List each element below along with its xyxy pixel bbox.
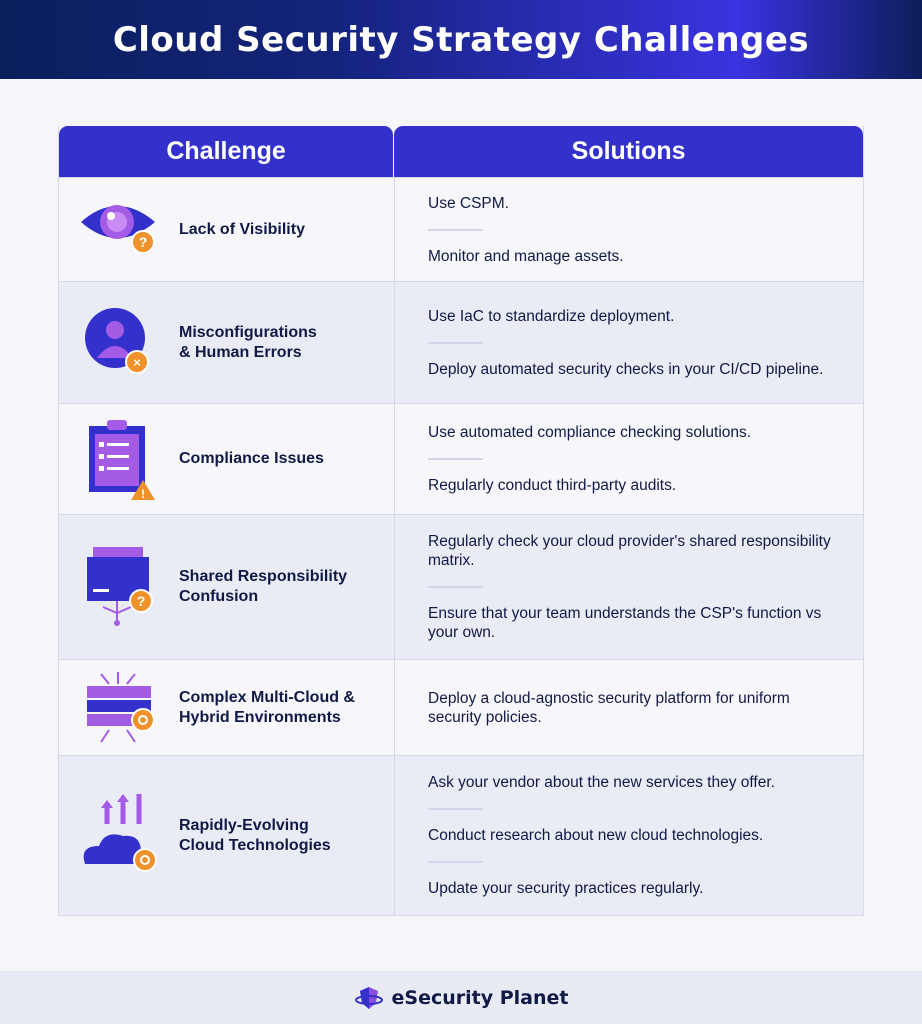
table-row: ! Compliance Issues Use automated complian… [59, 403, 863, 514]
divider [428, 341, 483, 344]
challenge-text: Complex Multi-Cloud & Hybrid Environment… [179, 688, 355, 726]
solution-text: Ask your vendor about the new services t… [428, 774, 775, 791]
solution-text: Deploy automated security checks in your… [428, 360, 824, 378]
table-row: Complex Multi-Cloud & Hybrid Environment… [59, 659, 863, 755]
svg-text:×: × [133, 355, 141, 370]
table-row: ? Shared Responsibility Confusion Regularl… [59, 514, 863, 659]
solution-text: Regularly check your cloud provider's sh… [428, 533, 831, 569]
solution-text: Conduct research about new cloud technol… [428, 827, 764, 844]
divider [428, 861, 483, 863]
header-solutions: Solutions [394, 126, 863, 177]
header-challenge: Challenge [59, 126, 394, 177]
divider [428, 458, 483, 460]
solution-text: Use automated compliance checking soluti… [428, 424, 752, 441]
footer-brand: eSecurity Planet [391, 986, 569, 1009]
challenge-text: Compliance Issues [179, 450, 324, 467]
eye-question-icon: ? [59, 198, 179, 262]
cloud-growth-icon [59, 793, 179, 878]
challenges-table: Challenge Solutions ? Lack of Visibility U… [58, 126, 864, 916]
folder-question-icon: ? [59, 543, 179, 631]
divider [428, 228, 483, 231]
solution-text: Use CSPM. [428, 194, 509, 212]
solution-text: Update your security practices regularly… [428, 880, 704, 897]
svg-text:?: ? [137, 593, 146, 609]
svg-text:?: ? [139, 234, 148, 250]
solution-text: Regularly conduct third-party audits. [428, 477, 677, 494]
table-row: ? Lack of Visibility Use CSPM. Monitor and … [59, 177, 863, 281]
title-banner: Cloud Security Strategy Challenges [0, 0, 922, 79]
user-error-icon: × [59, 306, 179, 380]
table-row: Rapidly-Evolving Cloud Technologies Ask y… [59, 755, 863, 915]
challenge-text: Lack of Visibility [179, 220, 305, 238]
divider [428, 586, 483, 588]
solution-text: Use IaC to standardize deployment. [428, 307, 675, 325]
divider [428, 808, 483, 810]
table-row: × Misconfigurations & Human Errors Use IaC… [59, 281, 863, 403]
solution-text: Deploy a cloud-agnostic security platfor… [428, 689, 790, 726]
svg-text:!: ! [141, 487, 145, 501]
challenge-text: Rapidly-Evolving Cloud Technologies [179, 816, 331, 854]
solution-text: Ensure that your team understands the CS… [428, 605, 822, 641]
challenge-text: Misconfigurations & Human Errors [179, 323, 317, 361]
clipboard-warning-icon: ! [59, 416, 179, 502]
server-gear-icon [59, 670, 179, 746]
footer: eSecurity Planet [0, 971, 922, 1024]
esecurity-planet-logo-icon [354, 986, 383, 1009]
solution-text: Monitor and manage assets. [428, 247, 624, 265]
page-title: Cloud Security Strategy Challenges [112, 19, 810, 60]
challenge-text: Shared Responsibility Confusion [179, 568, 348, 605]
